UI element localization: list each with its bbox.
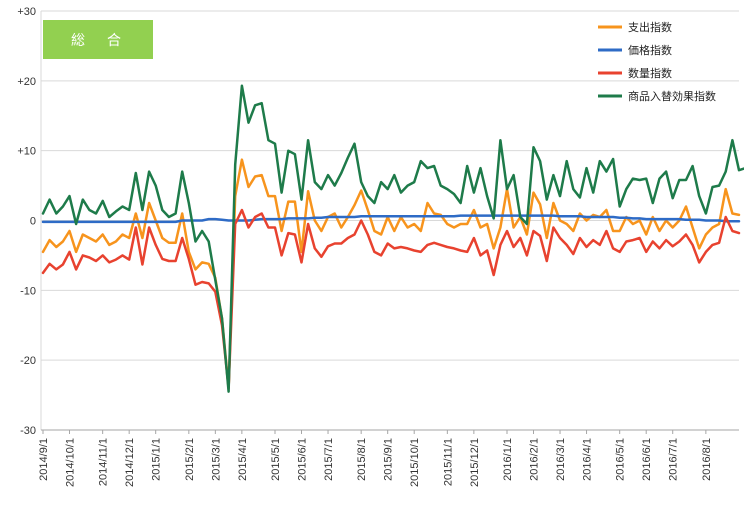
x-tick-label: 2015/8/1: [356, 438, 368, 481]
y-tick-label: +20: [17, 76, 36, 88]
x-tick-label: 2016/2/1: [529, 438, 541, 481]
x-tick-label: 2015/2/1: [184, 438, 196, 481]
title-badge-background: [43, 20, 153, 59]
x-tick-label: 2015/4/1: [237, 438, 249, 481]
y-tick-label: -10: [20, 285, 36, 297]
title-badge: 総 合: [43, 20, 153, 59]
x-tick-label: 2015/6/1: [297, 438, 309, 481]
y-tick-label: -20: [20, 355, 36, 367]
x-tick-label: 2016/5/1: [615, 438, 627, 481]
x-tick-label: 2015/11/1: [442, 438, 454, 486]
legend-label: 商品入替効果指数: [628, 89, 716, 103]
x-tick-label: 2015/10/1: [409, 438, 421, 487]
x-tick-label: 2015/1/1: [151, 438, 163, 481]
series-line-1: [41, 158, 741, 390]
series-line-2: [41, 214, 741, 224]
x-tick-label: 2016/3/1: [555, 438, 567, 481]
x-tick-label: 2016/4/1: [582, 438, 594, 481]
legend-label: 価格指数: [628, 43, 672, 57]
x-tick-label: 2014/11/1: [98, 438, 110, 486]
x-tick-label: 2015/5/1: [270, 438, 282, 481]
y-axis-ticks: +30 +20 +10 0 -10 -20 -30: [17, 6, 36, 437]
x-tick-label: 2014/10/1: [65, 438, 77, 487]
x-tick-label: 2016/8/1: [701, 438, 713, 481]
chart-title: 総 合: [71, 33, 125, 49]
x-tick-label: 2016/1/1: [502, 438, 514, 481]
legend-label: 数量指数: [628, 66, 672, 80]
x-tick-label: 2015/7/1: [323, 438, 335, 481]
x-tick-label: 2014/9/1: [38, 438, 50, 481]
series-lines: [41, 84, 744, 393]
x-axis-ticks: 2014/9/1 2014/10/1 2014/11/1 2014/12/1 2015/…: [38, 430, 713, 487]
x-tick-label: 2015/12/1: [469, 438, 481, 487]
x-tick-label: 2014/12/1: [124, 438, 136, 487]
y-tick-label: -30: [20, 425, 36, 437]
x-tick-label: 2015/3/1: [210, 438, 222, 481]
y-tick-label: +10: [17, 146, 36, 158]
series-line-4: [41, 84, 744, 393]
y-tick-label: +30: [17, 6, 36, 18]
x-tick-label: 2015/9/1: [383, 438, 395, 481]
series-line-3: [41, 208, 741, 390]
y-tick-label: 0: [30, 216, 36, 228]
x-tick-label: 2016/6/1: [641, 438, 653, 481]
x-tick-label: 2016/7/1: [668, 438, 680, 481]
legend-label: 支出指数: [628, 20, 672, 34]
